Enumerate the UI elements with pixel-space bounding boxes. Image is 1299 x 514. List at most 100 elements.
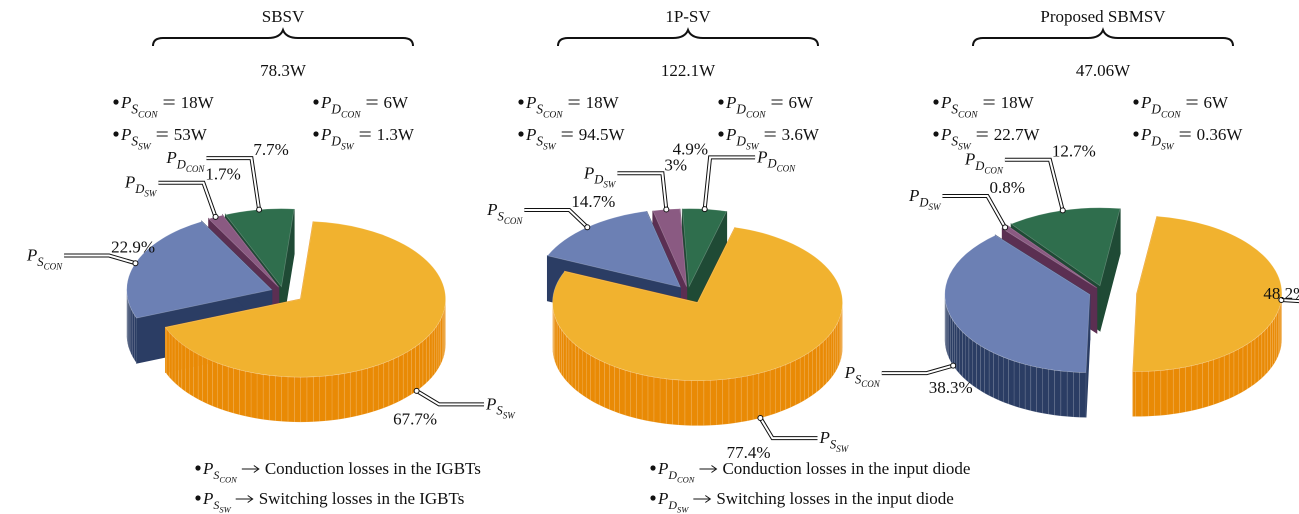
slice-wall [222, 364, 229, 413]
slice-wall [207, 358, 213, 407]
slice-wall [594, 357, 600, 406]
slice-wall [703, 380, 711, 426]
symbol-subsub: CON [677, 475, 696, 485]
slice-wall [1238, 346, 1244, 395]
power-value: 0.36W [1197, 125, 1244, 144]
slice-wall [1135, 371, 1143, 417]
slice-wall [134, 313, 137, 365]
slice-wall [816, 343, 821, 394]
bullet [313, 99, 319, 105]
symbol: PSSW [120, 125, 152, 153]
slice-wall [419, 340, 424, 390]
slice [944, 234, 1091, 373]
slice-wall [1024, 363, 1032, 412]
slice-wall [1246, 340, 1252, 390]
slice-wall [672, 379, 679, 426]
slice-wall [1258, 332, 1263, 382]
power-value: 18W [586, 93, 620, 112]
slice-wall [1066, 371, 1074, 418]
arrow-head [253, 465, 260, 473]
slice-wall [178, 340, 183, 390]
chart-title: SBSV [262, 7, 305, 26]
symbol-base: P [525, 93, 536, 112]
symbol: PSCON [525, 93, 563, 121]
symbol: PDCON [964, 150, 1004, 176]
slice-wall [764, 369, 771, 418]
slice-wall [275, 375, 282, 422]
power-value: 94.5W [579, 125, 626, 144]
legend-text: Switching losses in the input diode [716, 489, 954, 508]
symbol-sub: D [1150, 102, 1161, 117]
power-value: 6W [1204, 93, 1230, 112]
leader-inner [206, 157, 261, 210]
slice-wall [1184, 365, 1192, 413]
slice-wall [312, 376, 320, 423]
power-value: 3.6W [782, 125, 820, 144]
slice-wall [372, 364, 379, 413]
bullet [650, 495, 656, 501]
power-value: 6W [384, 93, 410, 112]
slice-wall [212, 360, 218, 409]
slice-wall [959, 327, 963, 378]
symbol-sub: S [830, 438, 837, 452]
slice-wall [250, 372, 258, 419]
slice-wall [1147, 370, 1155, 417]
percent-label: 12.7% [1052, 142, 1096, 161]
slice-wall [293, 376, 301, 423]
slice-wall [1264, 326, 1269, 376]
symbol-base: P [756, 147, 767, 166]
slice-wall [828, 331, 832, 382]
slice-wall [1272, 316, 1276, 367]
slice-wall [197, 353, 203, 403]
symbol-sub: D [735, 102, 746, 117]
slice-wall [984, 347, 990, 397]
slice-wall [956, 324, 960, 375]
symbol-sub: S [213, 468, 219, 482]
symbol: PDSW [320, 125, 355, 153]
symbol: PSSW [202, 489, 232, 514]
slice-wall [684, 380, 692, 426]
symbol-sub: S [496, 404, 503, 418]
brace [557, 27, 819, 47]
slice-wall [1141, 370, 1149, 417]
slice-wall [174, 337, 179, 387]
symbol-subsub: SW [928, 202, 942, 212]
slice-wall [1008, 358, 1015, 407]
slice-wall [560, 328, 564, 379]
leader-inner [1281, 298, 1299, 303]
symbol-sub: D [593, 173, 603, 187]
bullet [195, 465, 201, 471]
slice-wall [819, 340, 824, 391]
slice-wall [1079, 372, 1087, 418]
slice-wall [1048, 368, 1055, 416]
symbol-subsub: SW [603, 179, 617, 189]
percent-label: 67.7% [393, 409, 437, 428]
symbol-subsub: CON [777, 163, 797, 173]
power-value: 1.3W [377, 125, 415, 144]
slice-wall [565, 334, 570, 385]
percent-label: 1.7% [205, 165, 240, 184]
leader-inner [524, 209, 588, 228]
power-value: 6W [789, 93, 815, 112]
bullet [313, 131, 319, 137]
legend-text: Conduction losses in the IGBTs [265, 459, 481, 478]
symbol: PDSW [124, 173, 158, 199]
symbol-sub: D [330, 102, 341, 117]
slice-wall [574, 343, 580, 394]
slice [164, 221, 446, 378]
symbol: PDCON [657, 459, 696, 485]
percent-label: 4.9% [673, 139, 708, 158]
symbol-subsub: CON [984, 166, 1004, 176]
slice-wall [1267, 323, 1271, 373]
symbol-subsub: CON [186, 164, 206, 174]
symbol: PSSW [525, 125, 557, 153]
slice-wall [436, 321, 440, 372]
percent-label: 14.7% [571, 192, 615, 211]
slice-wall [1154, 370, 1162, 417]
symbol-base: P [120, 93, 131, 112]
symbol-subsub: SW [543, 143, 557, 153]
symbol-subsub: SW [503, 410, 517, 420]
symbol: PDSW [1140, 125, 1175, 153]
symbol-subsub: CON [341, 111, 361, 121]
symbol-base: P [657, 459, 668, 478]
